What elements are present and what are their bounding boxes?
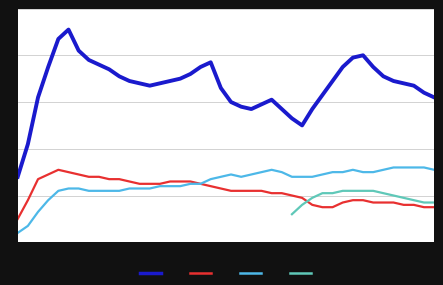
Legend: , , , : , , , (134, 262, 318, 285)
